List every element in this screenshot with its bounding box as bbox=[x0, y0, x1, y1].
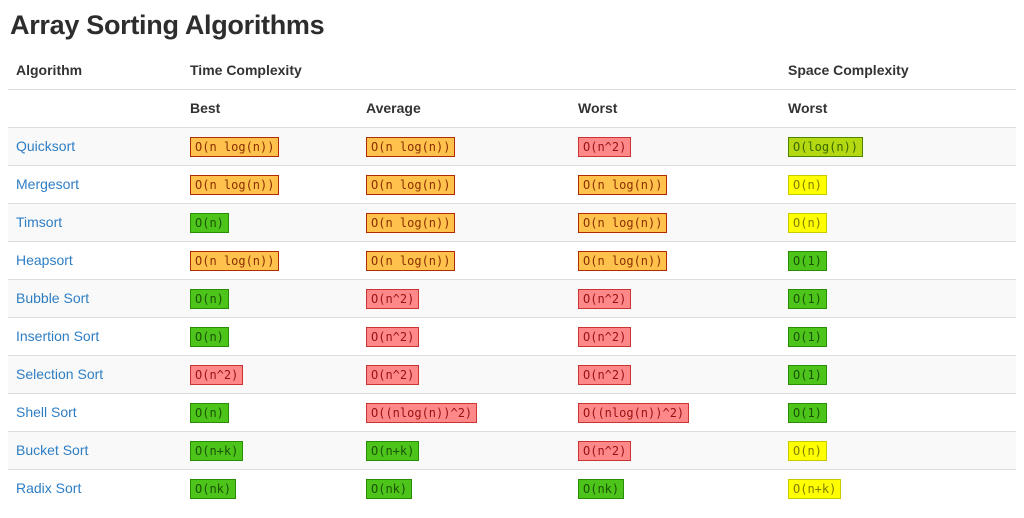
table-row-quicksort: Quicksort O(n log(n)) O(n log(n)) O(n^2)… bbox=[8, 127, 1016, 166]
algorithm-link-bucket-sort[interactable]: Bucket Sort bbox=[16, 442, 89, 458]
table-row-timsort: Timsort O(n) O(n log(n)) O(n log(n)) O(n… bbox=[8, 203, 1016, 242]
complexity-badge: O(n log(n)) bbox=[366, 175, 456, 195]
complexity-badge: O(n log(n)) bbox=[366, 137, 456, 157]
table-header: Algorithm Time Complexity Space Complexi… bbox=[8, 52, 1016, 128]
complexity-badge: O(n) bbox=[190, 327, 229, 347]
col-header-time-complexity: Time Complexity bbox=[190, 62, 302, 78]
algorithm-link-insertion-sort[interactable]: Insertion Sort bbox=[16, 328, 100, 344]
complexity-badge: O(n+k) bbox=[190, 441, 244, 461]
subheader-best: Best bbox=[182, 89, 358, 128]
complexity-badge: O(nk) bbox=[366, 479, 413, 499]
header-group-row: Algorithm Time Complexity Space Complexi… bbox=[8, 52, 1016, 90]
page-title: Array Sorting Algorithms bbox=[10, 10, 325, 40]
subheader-worst-space: Worst bbox=[780, 89, 1016, 128]
complexity-badge: O(n) bbox=[788, 441, 827, 461]
subheader-empty bbox=[8, 89, 182, 128]
complexity-badge: O(n) bbox=[788, 175, 827, 195]
algorithm-link-selection-sort[interactable]: Selection Sort bbox=[16, 366, 104, 382]
complexity-badge: O(nk) bbox=[190, 479, 237, 499]
complexity-badge: O(n+k) bbox=[788, 479, 842, 499]
complexity-badge: O(n log(n)) bbox=[578, 251, 668, 271]
complexity-badge: O(n log(n)) bbox=[366, 251, 456, 271]
subheader-average: Average bbox=[358, 89, 570, 128]
complexity-badge: O(n^2) bbox=[190, 365, 244, 385]
col-header-space-complexity: Space Complexity bbox=[788, 62, 909, 78]
table-row-shell-sort: Shell Sort O(n) O((nlog(n))^2) O((nlog(n… bbox=[8, 393, 1016, 432]
algorithm-link-bubble-sort[interactable]: Bubble Sort bbox=[16, 290, 90, 306]
table-row-radix-sort: Radix Sort O(nk) O(nk) O(nk) O(n+k) bbox=[8, 469, 1016, 507]
complexity-badge: O(n) bbox=[788, 213, 827, 233]
complexity-badge: O(n log(n)) bbox=[190, 175, 280, 195]
table-row-mergesort: Mergesort O(n log(n)) O(n log(n)) O(n lo… bbox=[8, 165, 1016, 204]
complexity-badge: O((nlog(n))^2) bbox=[366, 403, 478, 423]
complexity-badge: O(1) bbox=[788, 289, 827, 309]
algorithm-link-shell-sort[interactable]: Shell Sort bbox=[16, 404, 77, 420]
complexity-badge: O(n^2) bbox=[366, 289, 420, 309]
complexity-badge: O(n) bbox=[190, 213, 229, 233]
complexity-badge: O((nlog(n))^2) bbox=[578, 403, 690, 423]
algorithm-link-mergesort[interactable]: Mergesort bbox=[16, 176, 80, 192]
complexity-badge: O(1) bbox=[788, 365, 827, 385]
table-row-selection-sort: Selection Sort O(n^2) O(n^2) O(n^2) O(1) bbox=[8, 355, 1016, 394]
complexity-badge: O(n) bbox=[190, 289, 229, 309]
complexity-badge: O(log(n)) bbox=[788, 137, 864, 157]
complexity-badge: O(n+k) bbox=[366, 441, 420, 461]
complexity-badge: O(n^2) bbox=[366, 365, 420, 385]
complexity-badge: O(1) bbox=[788, 327, 827, 347]
header-sub-row: Best Average Worst Worst bbox=[8, 89, 1016, 128]
complexity-badge: O(nk) bbox=[578, 479, 625, 499]
complexity-badge: O(n log(n)) bbox=[578, 175, 668, 195]
subheader-worst-time: Worst bbox=[570, 89, 780, 128]
algorithm-link-quicksort[interactable]: Quicksort bbox=[16, 138, 76, 154]
complexity-badge: O(n log(n)) bbox=[366, 213, 456, 233]
algorithm-link-timsort[interactable]: Timsort bbox=[16, 214, 63, 230]
table-body: Quicksort O(n log(n)) O(n log(n)) O(n^2)… bbox=[8, 127, 1016, 507]
complexity-badge: O(n^2) bbox=[578, 289, 632, 309]
table-row-bubble-sort: Bubble Sort O(n) O(n^2) O(n^2) O(1) bbox=[8, 279, 1016, 318]
complexity-badge: O(n log(n)) bbox=[578, 213, 668, 233]
algorithm-link-heapsort[interactable]: Heapsort bbox=[16, 252, 73, 268]
page: Array Sorting Algorithms Algorithm Time … bbox=[0, 9, 1024, 507]
complexity-badge: O(n^2) bbox=[366, 327, 420, 347]
complexity-badge: O(1) bbox=[788, 251, 827, 271]
table-row-bucket-sort: Bucket Sort O(n+k) O(n+k) O(n^2) O(n) bbox=[8, 431, 1016, 470]
sorting-algorithms-table: Algorithm Time Complexity Space Complexi… bbox=[8, 52, 1016, 507]
complexity-badge: O(n^2) bbox=[578, 365, 632, 385]
complexity-badge: O(n) bbox=[190, 403, 229, 423]
complexity-badge: O(n^2) bbox=[578, 327, 632, 347]
table-row-insertion-sort: Insertion Sort O(n) O(n^2) O(n^2) O(1) bbox=[8, 317, 1016, 356]
table-row-heapsort: Heapsort O(n log(n)) O(n log(n)) O(n log… bbox=[8, 241, 1016, 280]
algorithm-link-radix-sort[interactable]: Radix Sort bbox=[16, 480, 82, 496]
col-header-algorithm: Algorithm bbox=[16, 62, 83, 78]
complexity-badge: O(n^2) bbox=[578, 441, 632, 461]
complexity-badge: O(n^2) bbox=[578, 137, 632, 157]
complexity-badge: O(1) bbox=[788, 403, 827, 423]
complexity-badge: O(n log(n)) bbox=[190, 137, 280, 157]
complexity-badge: O(n log(n)) bbox=[190, 251, 280, 271]
